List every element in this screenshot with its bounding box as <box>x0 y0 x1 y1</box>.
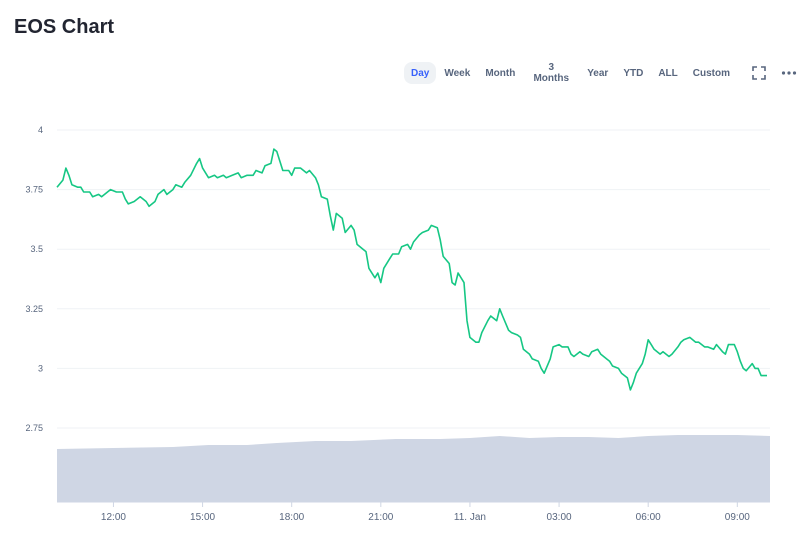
price-chart-svg: 4 3.75 3.5 3.25 3 2.75 12:00 15:00 18:00 21:00 11… <box>25 125 770 523</box>
x-tick-label: 09:00 <box>725 512 750 523</box>
y-tick-label: 4 <box>38 125 43 135</box>
volume-area-group <box>57 435 770 502</box>
y-tick-label: 3.25 <box>25 304 43 314</box>
fullscreen-icon-svg <box>751 66 766 80</box>
range-custom-button[interactable]: Custom <box>686 62 737 84</box>
range-ytd-button[interactable]: YTD <box>616 62 650 84</box>
x-axis-ticks: 12:00 15:00 18:00 21:00 11. Jan 03:00 06:00 09:… <box>101 502 750 523</box>
range-year-button[interactable]: Year <box>580 62 615 84</box>
price-line-group <box>56 148 767 391</box>
price-line-series <box>56 148 767 391</box>
y-tick-label: 3 <box>38 363 43 373</box>
range-month-button[interactable]: Month <box>478 62 522 84</box>
more-icon[interactable] <box>779 62 800 84</box>
x-tick-label: 12:00 <box>101 512 126 523</box>
x-tick-label: 18:00 <box>279 512 304 523</box>
range-week-button[interactable]: Week <box>437 62 477 84</box>
price-chart[interactable]: 4 3.75 3.5 3.25 3 2.75 12:00 15:00 18:00 21:00 11… <box>0 110 800 537</box>
fullscreen-icon[interactable] <box>748 62 769 84</box>
x-tick-label: 06:00 <box>636 512 661 523</box>
range-day-button[interactable]: Day <box>404 62 437 84</box>
time-range-toolbar: Day Week Month 3 Months Year YTD ALL Cus… <box>404 62 800 84</box>
x-tick-label: 15:00 <box>190 512 215 523</box>
x-tick-label: 21:00 <box>368 512 393 523</box>
range-all-button[interactable]: ALL <box>651 62 684 84</box>
x-tick-label: 03:00 <box>547 512 572 523</box>
volume-area <box>57 435 770 502</box>
x-tick-label: 11. Jan <box>454 512 486 523</box>
y-tick-label: 2.75 <box>25 423 43 433</box>
y-axis-ticks: 4 3.75 3.5 3.25 3 2.75 <box>25 125 43 433</box>
y-tick-label: 3.75 <box>25 185 43 195</box>
range-3months-button[interactable]: 3 Months <box>523 62 579 84</box>
more-icon-svg <box>782 71 797 75</box>
page-title: EOS Chart <box>14 16 115 38</box>
y-tick-label: 3.5 <box>30 244 43 254</box>
